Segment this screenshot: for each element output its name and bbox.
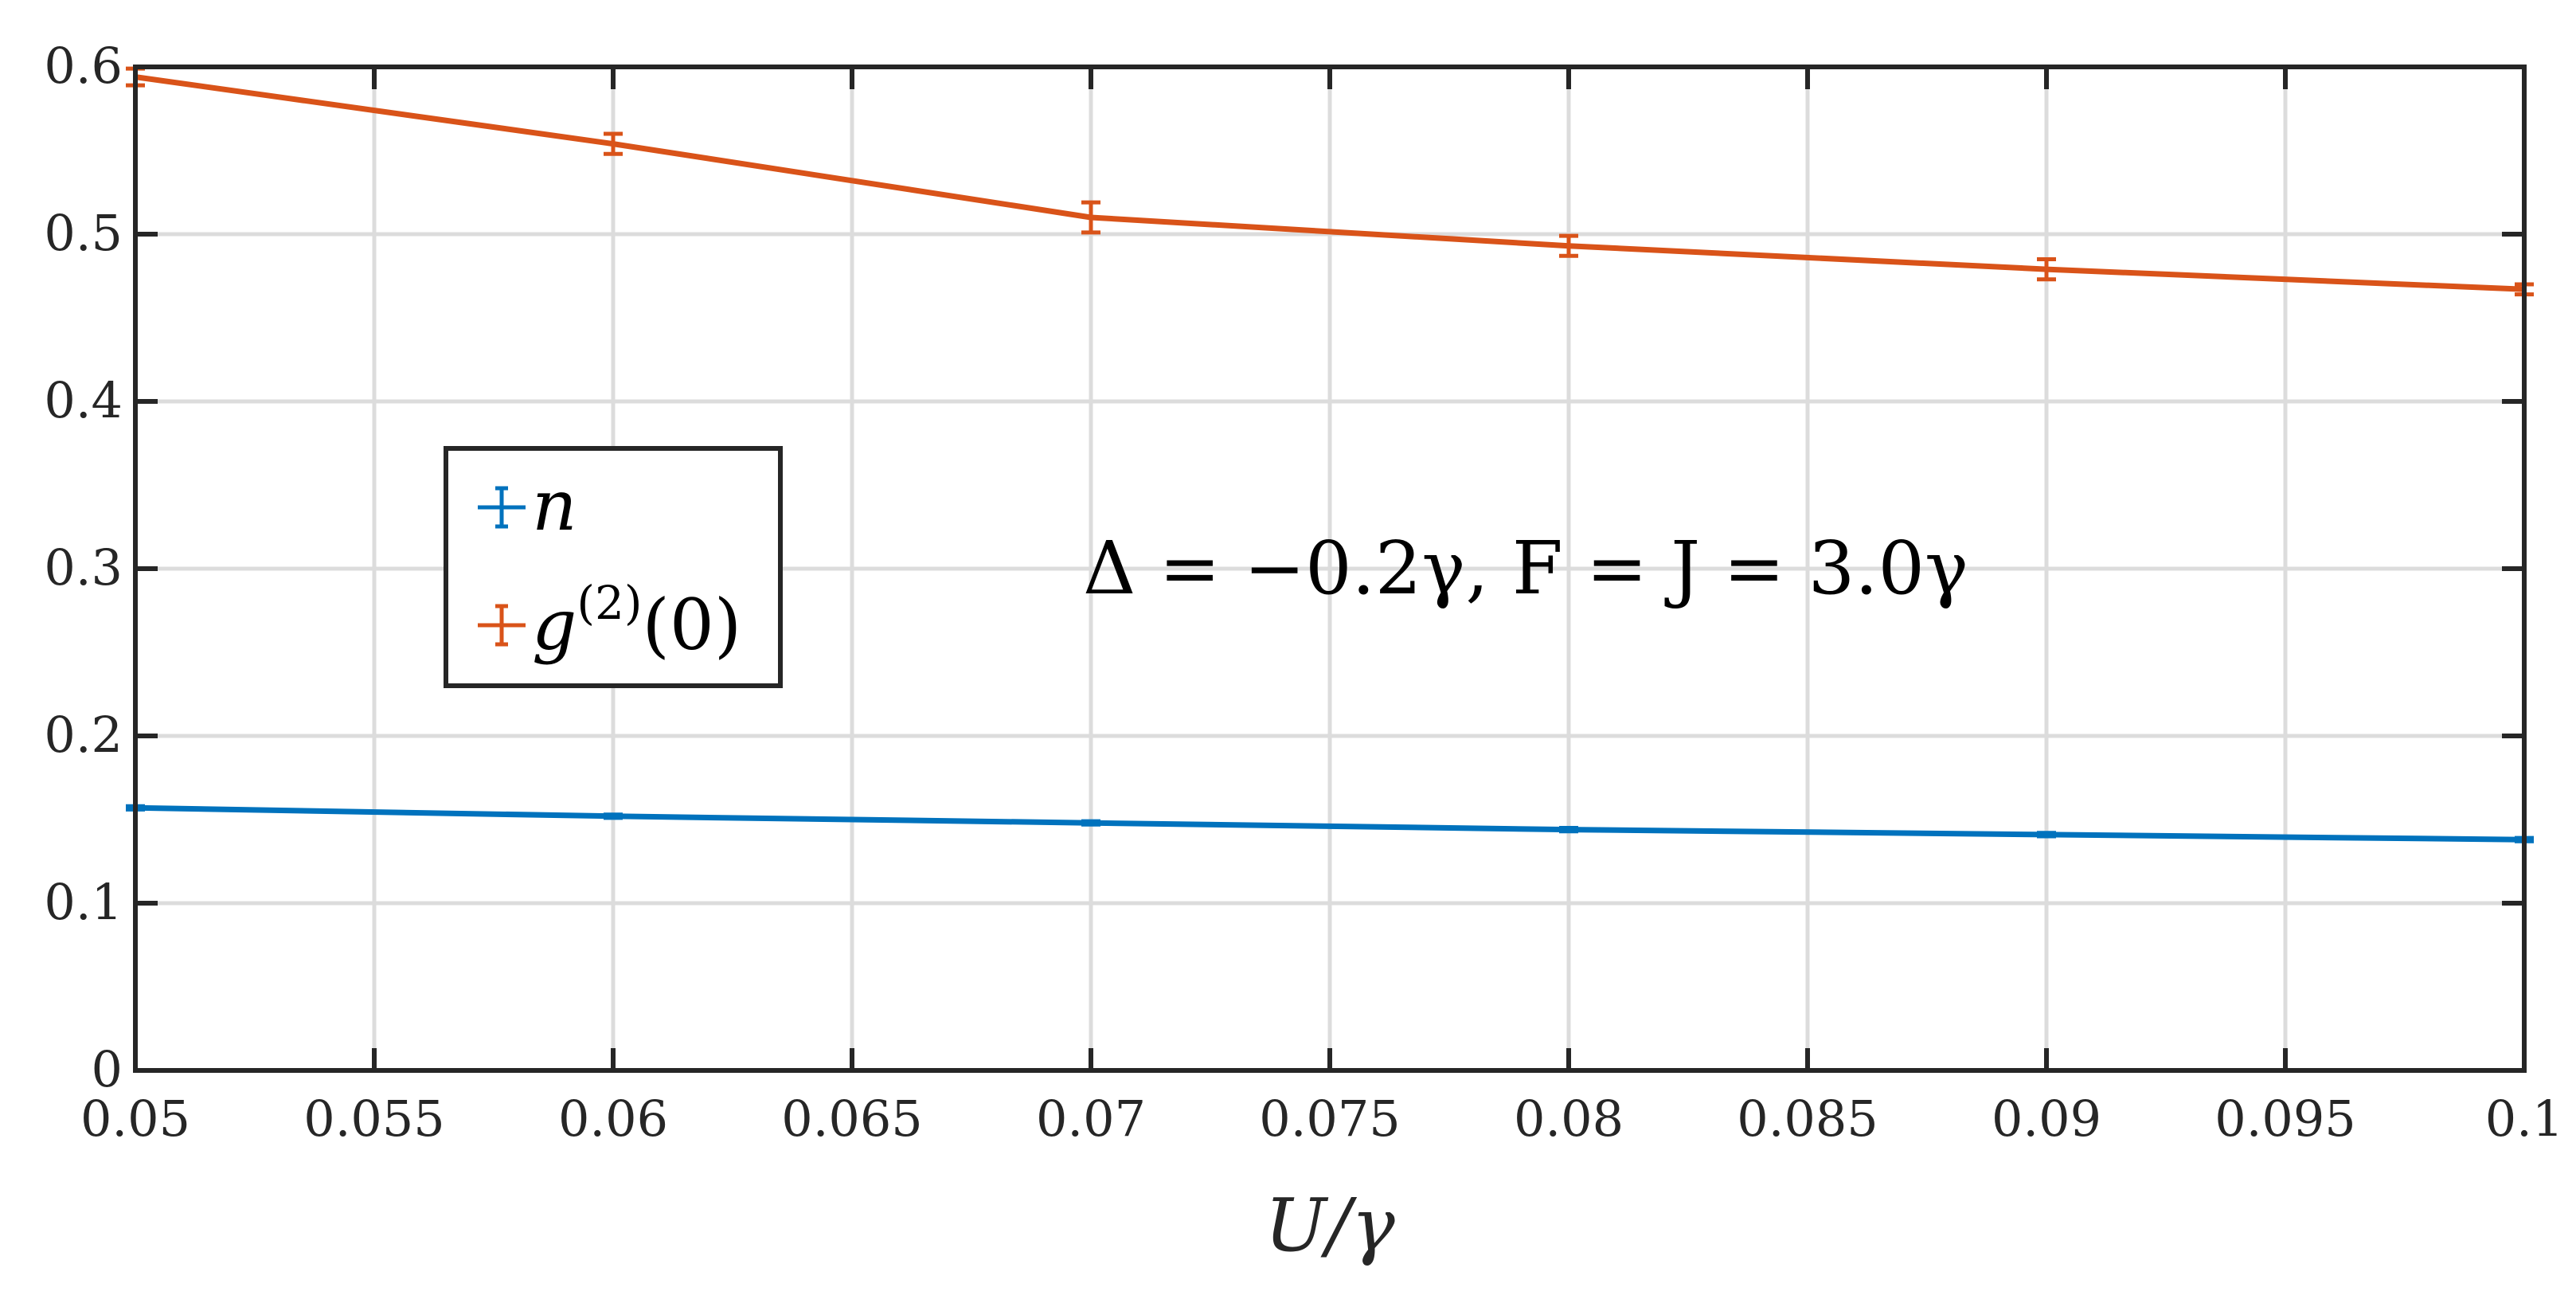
x-tick-label: 0.1 [2485, 1090, 2564, 1148]
y-tick-label: 0.1 [44, 873, 123, 931]
legend-marker-n [478, 486, 526, 529]
error-bar [604, 131, 623, 156]
legend-label-n: n [532, 464, 577, 546]
legend-item-g2: g(2)(0) [478, 576, 741, 666]
legend-label-g2: g(2)(0) [532, 576, 741, 666]
y-tick-label: 0 [92, 1040, 123, 1098]
y-tick-label: 0.6 [44, 37, 123, 95]
y-tick-label: 0.5 [44, 204, 123, 262]
y-tick-label: 0.2 [44, 706, 123, 764]
series-line [135, 74, 2525, 292]
series-line [135, 804, 2525, 843]
x-tick-label: 0.05 [80, 1090, 190, 1148]
legend-marker-g2 [478, 604, 526, 647]
x-axis-label: U/γ [1265, 1183, 1396, 1268]
series-0 [126, 804, 2534, 843]
error-bar [1559, 233, 1578, 258]
error-bar [1081, 819, 1100, 827]
error-bar [604, 812, 623, 820]
error-bar [1559, 826, 1578, 834]
x-tick-label: 0.07 [1036, 1090, 1146, 1148]
x-tick-label: 0.085 [1737, 1090, 1878, 1148]
error-bar [1081, 200, 1100, 235]
x-tick-label: 0.09 [1992, 1090, 2101, 1148]
x-tick-label: 0.065 [781, 1090, 923, 1148]
x-tick-label: 0.08 [1514, 1090, 1624, 1148]
legend: n g(2)(0) [444, 446, 783, 688]
plot-frame [133, 65, 2527, 1073]
y-tick-label: 0.4 [44, 371, 123, 429]
x-tick-label: 0.06 [558, 1090, 668, 1148]
error-bar [2037, 257, 2056, 282]
error-bar [2037, 831, 2056, 839]
x-tick-label: 0.055 [303, 1090, 445, 1148]
y-tick-label: 0.3 [44, 538, 123, 597]
annotation-label: Δ = −0.2γ, F = J = 3.0γ [1083, 526, 1968, 611]
x-tick-label: 0.075 [1259, 1090, 1401, 1148]
x-tick-label: 0.095 [2214, 1090, 2356, 1148]
tick-labels: 0.05 0.055 0.06 0.065 0.07 0.075 0.08 0.085 0.09… [44, 37, 2563, 1148]
legend-item-n: n [478, 464, 577, 546]
